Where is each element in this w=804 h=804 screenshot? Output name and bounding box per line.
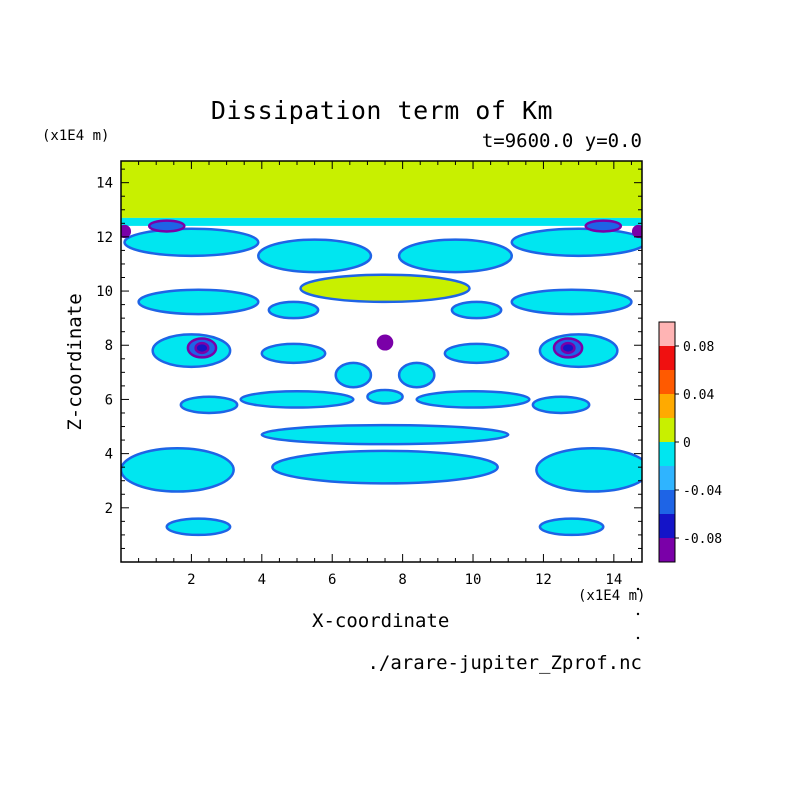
x-tick-label-4: 10 [465,572,482,588]
contour-region-17 [239,390,355,409]
y-tick-label-4: 10 [96,284,113,300]
contour-fringe-0 [121,217,642,226]
y-tick-label-3: 8 [105,338,113,354]
contour-region-15 [334,361,373,389]
contour-region-26 [165,517,232,537]
colorbar-swatch-6 [659,394,675,418]
contour-region-24 [121,446,235,493]
y-tick-label-5: 12 [96,230,113,246]
x-axis-label: X-coordinate [312,610,450,632]
contour-region-10 [450,300,503,320]
plot-frame [120,160,643,563]
y-axis-unit: (x1E4 m) [42,128,110,144]
colorbar-tick-label-0: -0.08 [683,532,722,547]
contour-region-13 [260,342,327,365]
colorbar-tick-label-3: 0.04 [683,388,714,403]
x-tick-label-3: 8 [398,572,406,588]
contour-region-6 [397,238,514,274]
contour-region-21 [531,395,591,415]
x-tick-label-0: 2 [187,572,195,588]
contour-region-8 [510,288,633,316]
corner-dots [636,587,640,640]
contour-region-16 [397,361,436,389]
contour-region-23 [271,449,499,485]
colorbar-tick-label-4: 0.08 [683,340,714,355]
y-tick-label-6: 14 [96,176,113,192]
contour-region-5 [257,238,373,274]
source-filename: ./arare-jupiter_Zprof.nc [367,652,642,674]
contour-region-33 [560,341,576,355]
x-tick-label-2: 6 [328,572,336,588]
contour-region-1 [299,273,471,304]
y-tick-label-2: 6 [105,392,113,408]
contour-region-34 [376,334,394,351]
contour-region-20 [179,395,239,415]
contour-region-27 [538,517,605,537]
contour-region-4 [510,227,642,258]
colorbar-swatch-7 [659,370,675,394]
chart-title: Dissipation term of Km [210,96,554,125]
contour-region-22 [260,423,510,446]
colorbar-tick-label-2: 0 [683,436,691,451]
y-tick-label-1: 4 [105,447,113,463]
colorbar-swatch-8 [659,346,675,370]
contour-region-19 [366,388,404,405]
colorbar-swatch-0 [659,538,675,562]
axis-ticks-group: 2 4 6 8 10 12 14 2 4 6 8 10 12 14 [96,161,642,588]
contour-region-18 [415,390,531,409]
colorbar-swatch-4 [659,442,675,466]
contour-region-30 [147,219,186,233]
chart-subtitle: t=9600.0 y=0.0 [481,130,642,152]
colorbar-tick-label-1: -0.04 [683,484,722,499]
colorbar-swatch-9 [659,322,675,346]
contour-region-3 [123,227,260,258]
x-tick-label-5: 12 [535,572,552,588]
contour-region-9 [267,300,320,320]
colorbar: -0.08 -0.04 0 0.04 0.08 [658,321,722,563]
y-tick-label-0: 2 [105,501,113,517]
contour-fill-group [121,161,642,537]
colorbar-swatch-1 [659,514,675,538]
x-axis-unit: (x1E4 m) [578,588,646,604]
x-tick-label-6: 14 [605,572,622,588]
colorbar-swatch-3 [659,466,675,490]
contour-region-31 [584,219,623,233]
contour-region-14 [443,342,510,365]
contour-region-7 [137,288,260,316]
colorbar-swatch-2 [659,490,675,514]
contour-region-0 [121,161,642,218]
contour-region-25 [535,446,642,493]
x-tick-label-1: 4 [258,572,266,588]
contour-region-32 [194,341,210,355]
colorbar-swatch-5 [659,418,675,442]
